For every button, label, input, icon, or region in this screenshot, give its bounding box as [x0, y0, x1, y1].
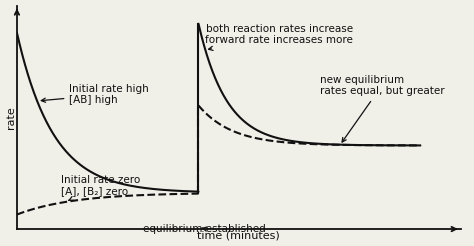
Text: new equilibrium
rates equal, but greater: new equilibrium rates equal, but greater	[319, 75, 444, 142]
Text: equilibrium established: equilibrium established	[143, 224, 266, 234]
Y-axis label: rate: rate	[6, 106, 16, 129]
Text: Initial rate high
[AB] high: Initial rate high [AB] high	[41, 84, 149, 105]
X-axis label: time (minutes): time (minutes)	[198, 231, 280, 240]
Text: Initial rate zero
[A], [B₂] zero: Initial rate zero [A], [B₂] zero	[61, 175, 141, 200]
Text: both reaction rates increase
forward rate increases more: both reaction rates increase forward rat…	[205, 24, 353, 50]
